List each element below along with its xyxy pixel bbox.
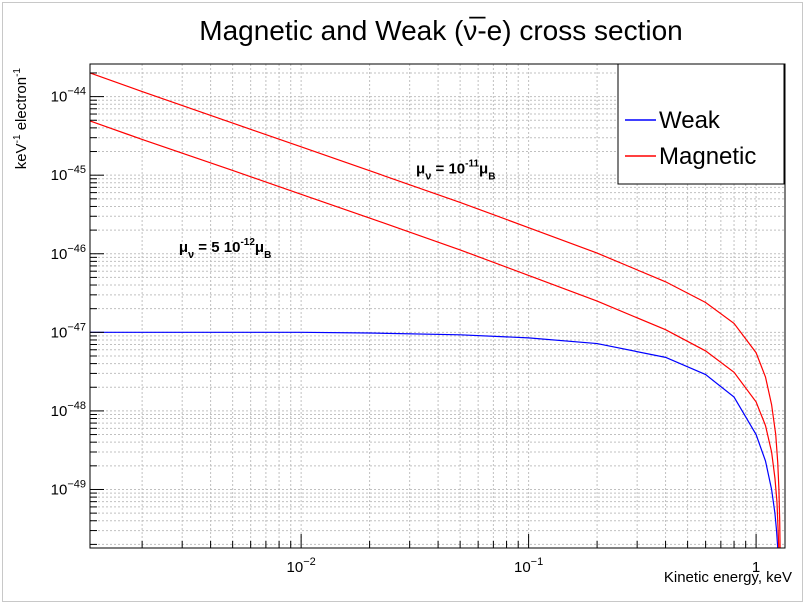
series-line-magnetic-2 [89,72,781,549]
x-tick-label: 1 [752,559,760,576]
y-tick-label: 10−46 [51,243,86,263]
series-line-weak-0 [90,331,779,549]
y-tick-label: 10−49 [51,478,86,498]
y-tick-label: 10−47 [51,321,86,341]
series-layer [89,72,781,549]
annotations: μν = 10-11μB μν = 5 10-12μB [179,159,496,262]
plot-frame [89,63,786,549]
x-axis-label: Kinetic energy, keV [664,569,792,586]
annotation-label: μν = 10-11μB [416,159,495,183]
y-tick-label: 10−48 [51,400,86,420]
series-line-magnetic-1 [89,120,780,549]
x-tick-label: 10−2 [287,556,316,576]
x-tick-label: 10−1 [514,556,543,576]
y-tick-label: 10−44 [51,86,86,106]
legend-label-magnetic: Magnetic [659,143,756,170]
y-tick-label: 10−45 [51,164,86,184]
legend: Weak Magnetic [617,63,785,185]
annotation-label: μν = 5 10-12μB [179,237,271,261]
y-axis-label: keV-1 electron-1 [12,68,30,170]
chart-title: Magnetic and Weak (ν̅-e) cross section [199,15,682,46]
legend-box [617,63,785,185]
legend-label-weak: Weak [659,107,721,134]
axis-ticks: 10−2 10−1 1 10−44 10−45 10−46 10−47 10−48 10−49 [51,72,760,576]
